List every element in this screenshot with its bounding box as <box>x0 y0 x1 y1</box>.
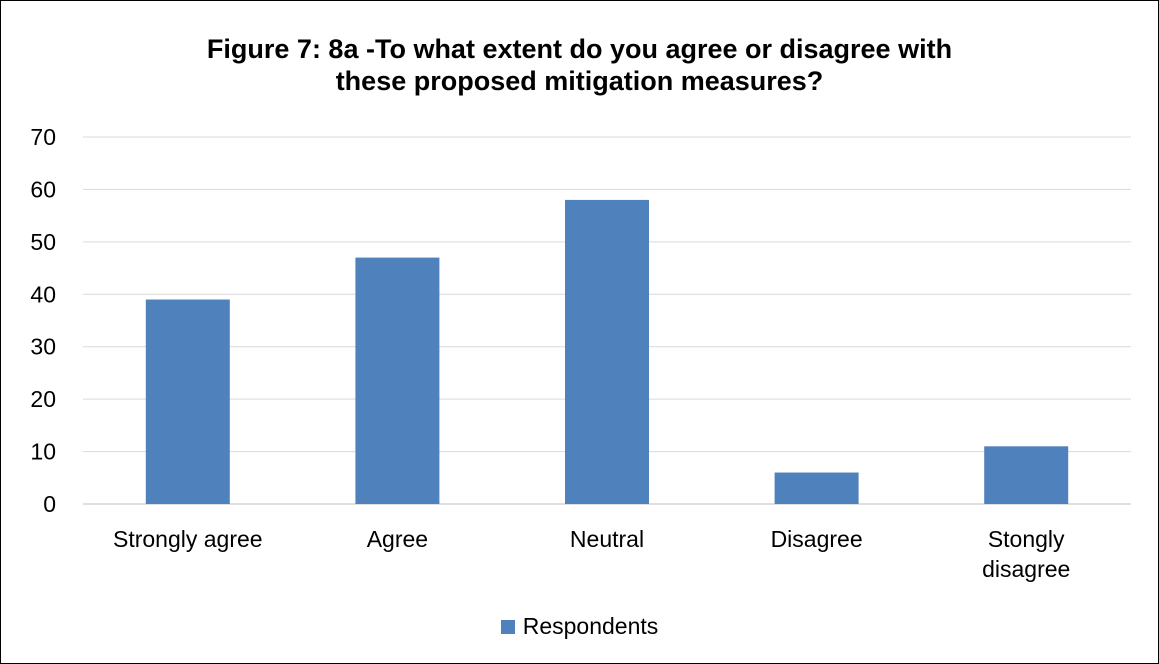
y-tick-label: 20 <box>30 386 56 412</box>
y-tick-label: 0 <box>43 491 56 517</box>
y-tick-label: 60 <box>30 176 56 202</box>
x-tick-label: Stongly disagree <box>982 526 1070 582</box>
bar <box>984 446 1069 504</box>
x-tick-label: Neutral <box>570 526 644 552</box>
chart-legend: Respondents <box>0 613 1159 640</box>
bar <box>355 257 440 504</box>
x-tick-label: Strongly agree <box>113 526 263 552</box>
y-tick-label: 50 <box>30 229 56 255</box>
bar <box>145 299 230 504</box>
legend-label: Respondents <box>522 613 659 639</box>
y-tick-label: 70 <box>30 124 56 150</box>
y-tick-label: 10 <box>30 439 56 465</box>
y-tick-label: 40 <box>30 281 56 307</box>
bar <box>774 472 859 504</box>
chart-title-line-2: these proposed mitigation measures? <box>335 66 824 96</box>
legend-swatch <box>500 619 515 634</box>
chart-title-line-1: Figure 7: 8a -To what extent do you agre… <box>206 34 953 64</box>
y-tick-label: 30 <box>30 334 56 360</box>
x-tick-label: Disagree <box>771 526 863 552</box>
chart-title: Figure 7: 8a -To what extent do you agre… <box>0 33 1159 97</box>
bar <box>565 199 649 504</box>
x-tick-label: Agree <box>367 526 428 552</box>
